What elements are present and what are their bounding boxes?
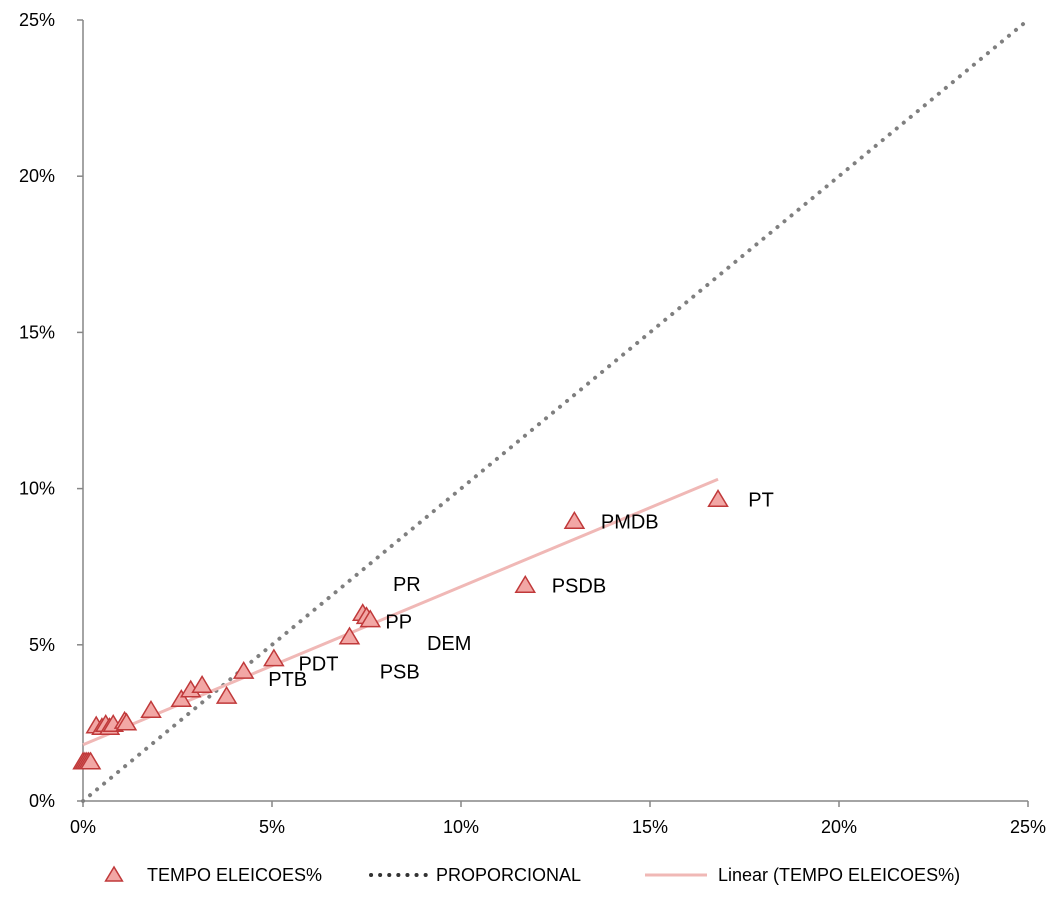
data-point-marker [707, 489, 729, 508]
y-tick-label: 5% [29, 635, 55, 655]
party-label: PT [748, 490, 774, 512]
data-point-marker [140, 699, 162, 718]
party-label: PP [385, 611, 412, 633]
party-label: PMDB [601, 511, 659, 533]
x-tick-label: 5% [259, 817, 285, 837]
proportional-line [81, 18, 1030, 803]
data-point-marker [115, 712, 138, 731]
x-tick-label: 0% [70, 817, 96, 837]
data-point-marker [514, 574, 537, 593]
legend-label-proportional: PROPORCIONAL [436, 865, 581, 885]
x-tick-label: 25% [1010, 817, 1046, 837]
legend-label-scatter: TEMPO ELEICOES% [147, 865, 322, 885]
party-label: PDT [298, 654, 338, 676]
x-tick-label: 15% [632, 817, 668, 837]
data-point-marker [263, 648, 285, 667]
party-label: PR [393, 574, 421, 596]
data-point-marker [338, 626, 361, 645]
data-point-marker [191, 674, 213, 693]
data-point-marker [79, 751, 102, 770]
party-label: DEM [427, 633, 471, 655]
legend-marker-scatter [104, 865, 124, 882]
y-tick-label: 20% [19, 166, 55, 186]
x-tick-label: 10% [443, 817, 479, 837]
party-label: PSB [380, 661, 420, 683]
x-tick-label: 20% [821, 817, 857, 837]
data-point-marker [563, 510, 586, 529]
data-point-marker [170, 689, 193, 707]
trendline [82, 477, 719, 747]
data-point-marker [215, 685, 238, 704]
y-tick-label: 0% [29, 791, 55, 811]
y-tick-label: 15% [19, 322, 55, 342]
data-point-marker [359, 609, 382, 628]
y-tick-label: 25% [19, 10, 55, 30]
party-label: PSDB [552, 575, 606, 597]
data-point-marker [232, 660, 255, 679]
y-tick-label: 10% [19, 479, 55, 499]
legend-label-trend: Linear (TEMPO ELEICOES%) [718, 865, 960, 885]
party-label: PTB [268, 669, 307, 691]
